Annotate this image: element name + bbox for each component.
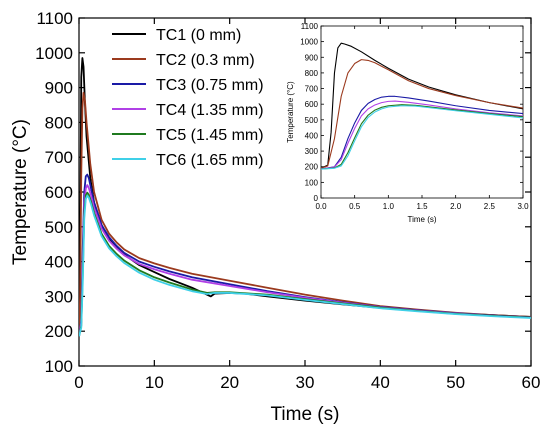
y-tick-label: 300 bbox=[305, 147, 319, 156]
x-tick-label: 0.5 bbox=[349, 202, 361, 211]
x-tick-label: 20 bbox=[220, 373, 239, 392]
series-line-3 bbox=[321, 95, 523, 170]
y-tick-label: 600 bbox=[305, 100, 319, 109]
series-line-5 bbox=[321, 104, 523, 170]
series-line-1 bbox=[321, 42, 523, 169]
legend-label: TC1 (0 mm) bbox=[156, 27, 241, 44]
y-tick-label: 900 bbox=[45, 79, 73, 98]
y-axis-label: Temperature (°C) bbox=[286, 81, 295, 143]
y-tick-label: 800 bbox=[45, 113, 73, 132]
y-tick-label: 700 bbox=[305, 85, 319, 94]
legend-label: TC2 (0.3 mm) bbox=[156, 52, 255, 69]
x-axis-label: Time (s) bbox=[271, 404, 340, 425]
plot-frame bbox=[320, 25, 524, 199]
y-tick-label: 1000 bbox=[300, 38, 318, 47]
y-tick-label: 0 bbox=[314, 194, 319, 203]
y-tick-label: 1100 bbox=[36, 9, 73, 28]
inset-plot: 0.0 0.5 1.0 1.5 2.0 2.5 3.0 0 100 200 300 400 500 600… bbox=[286, 22, 529, 224]
y-tick-label: 300 bbox=[45, 287, 73, 306]
x-tick-label: 1.5 bbox=[416, 202, 428, 211]
y-tick-label: 100 bbox=[305, 178, 319, 187]
y-tick-label: 400 bbox=[45, 253, 73, 272]
series-line-6 bbox=[321, 105, 523, 170]
y-tick-label: 400 bbox=[305, 131, 319, 140]
y-tick-label: 600 bbox=[45, 183, 73, 202]
x-axis-label: Time (s) bbox=[407, 215, 436, 224]
y-tick-label: 200 bbox=[45, 322, 73, 341]
y-tick-label: 1100 bbox=[301, 22, 319, 31]
x-tick-label: 2.0 bbox=[450, 202, 462, 211]
y-tick-label: 500 bbox=[305, 116, 319, 125]
x-tick-label: 2.5 bbox=[484, 202, 496, 211]
x-tick-label: 50 bbox=[446, 373, 465, 392]
legend-label: TC4 (1.35 mm) bbox=[156, 102, 264, 119]
y-axis-label: Temperature (°C) bbox=[10, 119, 31, 265]
x-tick-label: 40 bbox=[371, 373, 390, 392]
series-tc6-line bbox=[79, 194, 531, 337]
x-tick-label: 10 bbox=[145, 373, 164, 392]
x-tick-label: 30 bbox=[296, 373, 315, 392]
y-tick-label: 800 bbox=[305, 69, 319, 78]
series-line-4 bbox=[321, 100, 523, 170]
y-tick-label: 200 bbox=[305, 163, 319, 172]
x-tick-label: 60 bbox=[522, 373, 541, 392]
x-tick-label: 0 bbox=[74, 373, 83, 392]
x-tick-label: 0.0 bbox=[315, 202, 327, 211]
y-tick-label: 1000 bbox=[35, 44, 73, 63]
legend-label: TC5 (1.45 mm) bbox=[156, 127, 264, 144]
y-tick-label: 100 bbox=[45, 357, 73, 376]
y-tick-label: 700 bbox=[45, 148, 73, 167]
y-tick-label: 500 bbox=[45, 218, 73, 237]
series-line-2 bbox=[321, 59, 523, 169]
x-tick-label: 3.0 bbox=[517, 202, 529, 211]
y-tick-label: 900 bbox=[305, 53, 319, 62]
x-tick-label: 1.0 bbox=[383, 202, 395, 211]
legend-label: TC6 (1.65 mm) bbox=[156, 152, 264, 169]
legend-label: TC3 (0.75 mm) bbox=[156, 77, 264, 94]
